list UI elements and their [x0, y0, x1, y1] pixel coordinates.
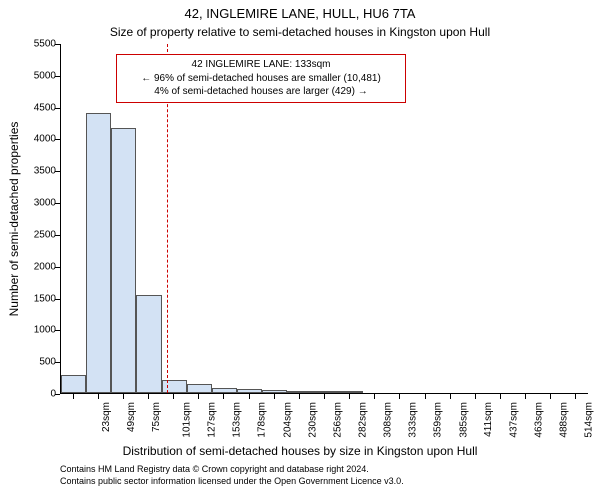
x-tick: [425, 394, 426, 399]
x-tick-label: 230sqm: [307, 402, 318, 438]
plot-area: 42 INGLEMIRE LANE: 133sqm← 96% of semi-d…: [60, 44, 588, 394]
y-tick: [55, 139, 60, 140]
x-tick-label: 437sqm: [508, 402, 519, 438]
x-tick: [299, 394, 300, 399]
x-tick: [500, 394, 501, 399]
footer-line2: Contains public sector information licen…: [60, 476, 404, 488]
footer-attribution: Contains HM Land Registry data © Crown c…: [60, 464, 404, 487]
bar: [136, 295, 161, 393]
x-tick: [98, 394, 99, 399]
chart-container: 42, INGLEMIRE LANE, HULL, HU6 7TA Size o…: [0, 0, 600, 500]
x-tick-label: 75sqm: [151, 402, 162, 432]
info-box-line: 42 INGLEMIRE LANE: 133sqm: [123, 58, 399, 72]
x-tick-label: 488sqm: [559, 402, 570, 438]
x-tick: [148, 394, 149, 399]
bar: [237, 389, 262, 393]
y-tick-label: 1000: [0, 325, 56, 336]
x-tick: [274, 394, 275, 399]
bar: [187, 384, 212, 393]
x-tick-label: 153sqm: [232, 402, 243, 438]
x-tick: [374, 394, 375, 399]
x-tick: [475, 394, 476, 399]
x-tick-label: 101sqm: [182, 402, 193, 438]
x-tick-label: 333sqm: [408, 402, 419, 438]
bar: [162, 380, 187, 393]
info-box: 42 INGLEMIRE LANE: 133sqm← 96% of semi-d…: [116, 54, 406, 103]
bar: [111, 128, 136, 393]
x-tick-label: 204sqm: [282, 402, 293, 438]
y-tick: [55, 362, 60, 363]
bar: [312, 391, 337, 393]
x-tick: [575, 394, 576, 399]
y-tick: [55, 108, 60, 109]
y-tick: [55, 394, 60, 395]
x-tick-label: 256sqm: [332, 402, 343, 438]
x-tick: [450, 394, 451, 399]
bar: [212, 388, 237, 393]
bar: [86, 113, 111, 393]
x-tick: [525, 394, 526, 399]
y-tick: [55, 235, 60, 236]
x-tick: [198, 394, 199, 399]
bar: [287, 391, 312, 393]
x-tick-label: 514sqm: [584, 402, 595, 438]
y-tick: [55, 267, 60, 268]
y-tick-label: 500: [0, 357, 56, 368]
y-tick: [55, 330, 60, 331]
y-tick-label: 5000: [0, 70, 56, 81]
y-tick: [55, 203, 60, 204]
x-tick-label: 127sqm: [207, 402, 218, 438]
info-box-line: ← 96% of semi-detached houses are smalle…: [123, 72, 399, 86]
y-tick-label: 0: [0, 389, 56, 400]
y-tick: [55, 44, 60, 45]
bar: [338, 391, 363, 393]
x-tick: [324, 394, 325, 399]
x-tick-label: 359sqm: [433, 402, 444, 438]
x-tick-label: 308sqm: [383, 402, 394, 438]
footer-line1: Contains HM Land Registry data © Crown c…: [60, 464, 404, 476]
x-tick: [223, 394, 224, 399]
x-tick: [173, 394, 174, 399]
x-tick: [123, 394, 124, 399]
y-tick: [55, 299, 60, 300]
y-tick-label: 5500: [0, 39, 56, 50]
y-tick: [55, 76, 60, 77]
x-axis-label: Distribution of semi-detached houses by …: [0, 444, 600, 458]
x-tick-label: 411sqm: [483, 402, 494, 437]
chart-title: 42, INGLEMIRE LANE, HULL, HU6 7TA: [0, 0, 600, 23]
x-tick-label: 463sqm: [534, 402, 545, 438]
x-tick-label: 385sqm: [458, 402, 469, 438]
y-axis-label: Number of semi-detached properties: [7, 122, 21, 317]
x-tick-label: 23sqm: [101, 402, 112, 432]
x-tick-label: 178sqm: [257, 402, 268, 438]
x-tick: [399, 394, 400, 399]
x-tick: [249, 394, 250, 399]
bar: [262, 390, 287, 393]
x-tick: [73, 394, 74, 399]
x-tick-label: 282sqm: [358, 402, 369, 438]
chart-subtitle: Size of property relative to semi-detach…: [0, 23, 600, 39]
x-tick: [550, 394, 551, 399]
y-tick-label: 4500: [0, 102, 56, 113]
bar: [61, 375, 86, 393]
y-tick: [55, 171, 60, 172]
info-box-line: 4% of semi-detached houses are larger (4…: [123, 85, 399, 99]
x-tick: [349, 394, 350, 399]
x-tick-label: 49sqm: [126, 402, 137, 432]
